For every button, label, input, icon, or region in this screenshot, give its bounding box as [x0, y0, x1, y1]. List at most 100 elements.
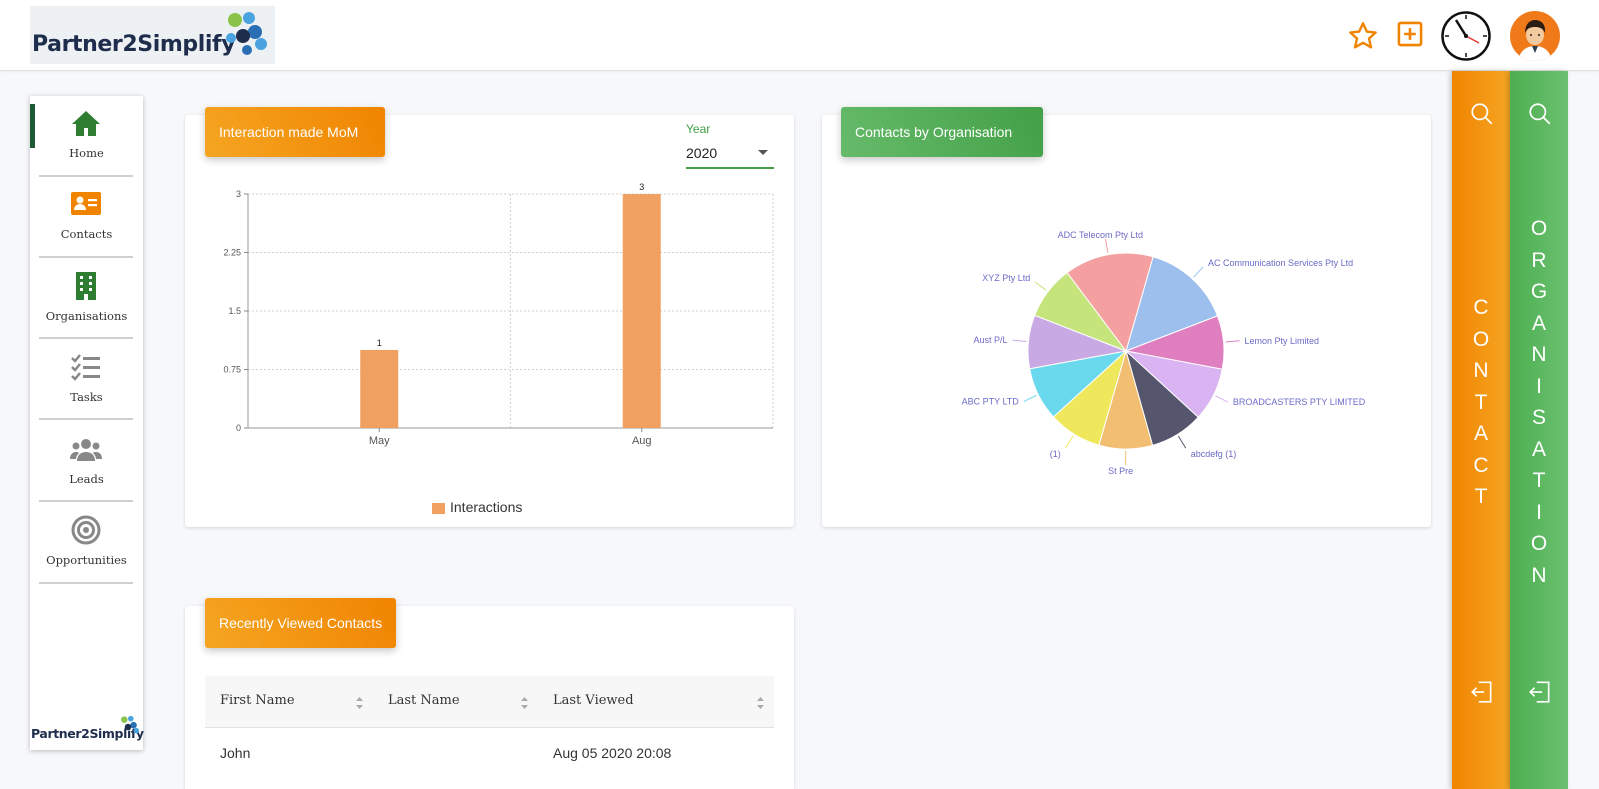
nav-label-tasks: Tasks	[70, 390, 103, 404]
nav-label-leads: Leads	[69, 472, 104, 486]
nav-active-indicator	[30, 104, 35, 148]
pie-slice-label: BROADCASTERS PTY LIMITED	[1233, 397, 1366, 407]
pie-slice-label: abcdefg (1)	[1191, 449, 1237, 459]
pie-label-leader	[1193, 266, 1204, 278]
sort-icon[interactable]	[756, 696, 765, 710]
logout-icon[interactable]	[1469, 679, 1495, 705]
rail-letter: O	[1530, 217, 1548, 240]
bar[interactable]	[360, 350, 399, 428]
rail-letter: O	[1472, 327, 1490, 351]
rail-letter: G	[1530, 280, 1548, 303]
rail-letter: N	[1531, 343, 1547, 366]
rail-letter: C	[1473, 453, 1489, 477]
rail-letter: S	[1531, 406, 1546, 429]
chevron-down-icon	[758, 150, 768, 155]
brand-logo[interactable]: Partner2Simplify	[30, 6, 275, 64]
pie-label-leader	[1225, 340, 1240, 343]
pie-slice-label: ADC Telecom Pty Ltd	[1058, 230, 1143, 240]
sort-icon[interactable]	[355, 696, 364, 710]
rail-letter: O	[1530, 532, 1548, 555]
target-icon	[71, 515, 101, 545]
interaction-card: Interaction made MoM Year 2020 0 0.75 1.5 2…	[185, 107, 794, 527]
nav-item-home[interactable]: Home	[30, 96, 143, 177]
rail-letter: R	[1531, 248, 1547, 272]
y-tick-label: 3	[236, 189, 241, 199]
nav-item-leads[interactable]: Leads	[30, 422, 143, 503]
nav-label-opportunities: Opportunities	[46, 553, 127, 567]
rail-letter: I	[1536, 500, 1542, 524]
y-tick-label: 2.25	[223, 248, 241, 258]
legend-label[interactable]: Interactions	[450, 499, 522, 515]
year-select[interactable]: 2020	[686, 143, 774, 169]
interactions-bar-chart: 0 0.75 1.5 2.25 3 1 May 3 Aug Interactions	[223, 182, 774, 515]
search-icon[interactable]	[1469, 101, 1495, 127]
nav-footer-logo-mark	[121, 715, 140, 734]
column-header-first-name[interactable]: First Name	[220, 693, 295, 708]
nav-item-contacts[interactable]: Contacts	[30, 177, 143, 258]
nav-divider	[39, 418, 133, 420]
pie-slice-label: XYZ Pty Ltd	[982, 273, 1030, 283]
clock-icon[interactable]	[1441, 11, 1491, 61]
nav-label-organisations: Organisations	[45, 309, 128, 323]
y-tick-label: 0.75	[223, 365, 241, 375]
brand-logo-mark	[226, 12, 267, 55]
nav-divider	[39, 175, 133, 177]
left-nav: Home Contacts Organisations	[30, 96, 144, 750]
nav-label-contacts: Contacts	[60, 227, 113, 241]
x-tick-label: Aug	[632, 435, 652, 447]
cell-first-name: John	[220, 745, 251, 761]
pie-slice-label: (1)	[1050, 449, 1061, 459]
add-box-icon[interactable]	[1396, 20, 1424, 48]
y-tick-label: 0	[236, 423, 241, 433]
nav-divider	[39, 256, 133, 258]
pie-label-leader	[1065, 435, 1074, 449]
star-icon[interactable]	[1347, 20, 1379, 52]
top-bar: Partner2Simplify	[0, 0, 1599, 71]
nav-item-tasks[interactable]: Tasks	[30, 340, 143, 421]
year-select-value: 2020	[686, 145, 718, 161]
pie-label-leader	[1012, 339, 1027, 342]
rail-letter: A	[1531, 311, 1546, 335]
logout-icon[interactable]	[1527, 679, 1553, 705]
sort-icon[interactable]	[520, 696, 529, 710]
nav-footer-logo: Partner2Simplify	[30, 714, 144, 742]
column-header-last-viewed[interactable]: Last Viewed	[553, 693, 634, 708]
bar-data-label: 3	[639, 182, 644, 192]
nav-divider	[39, 582, 133, 584]
recent-contacts-title: Recently Viewed Contacts	[205, 598, 396, 648]
pie-slice-label: St Pre	[1108, 466, 1133, 476]
rail-letter: N	[1473, 359, 1489, 382]
building-icon	[76, 272, 96, 300]
nav-item-opportunities[interactable]: Opportunities	[30, 503, 143, 584]
recent-contacts-card: Recently Viewed Contacts First Name Last…	[185, 598, 794, 789]
pie-slice[interactable]	[1066, 252, 1154, 353]
rail-letter: T	[1532, 469, 1546, 492]
avatar[interactable]	[1510, 11, 1560, 61]
y-tick-label: 1.5	[228, 306, 241, 316]
nav-item-organisations[interactable]: Organisations	[30, 259, 143, 340]
interaction-card-title: Interaction made MoM	[205, 107, 385, 157]
bar[interactable]	[622, 194, 661, 428]
column-header-last-name[interactable]: Last Name	[388, 693, 460, 708]
user-avatar-icon	[1510, 11, 1560, 61]
search-icon[interactable]	[1527, 101, 1553, 127]
nav-divider	[39, 337, 133, 339]
pie-label-leader	[1215, 395, 1229, 403]
year-label: Year	[686, 122, 711, 136]
task-list-icon	[71, 354, 100, 381]
pie-slice[interactable]	[1125, 256, 1219, 352]
group-icon	[70, 439, 102, 461]
rail-letter: N	[1531, 563, 1547, 587]
pie-label-leader	[1104, 238, 1109, 253]
rail-letter: A	[1473, 422, 1488, 445]
x-tick-label: May	[369, 435, 390, 447]
table-header: First Name Last Name Last Viewed	[205, 676, 774, 728]
contact-card-icon	[71, 192, 101, 215]
bar-data-label: 1	[377, 338, 382, 348]
pie-slice-label: Lemon Pty Limited	[1245, 336, 1320, 346]
brand-logo-text: Partner2Simplify	[32, 32, 236, 57]
table-row[interactable]: John Aug 05 2020 20:08	[205, 728, 774, 778]
cell-last-viewed: Aug 05 2020 20:08	[553, 745, 672, 761]
